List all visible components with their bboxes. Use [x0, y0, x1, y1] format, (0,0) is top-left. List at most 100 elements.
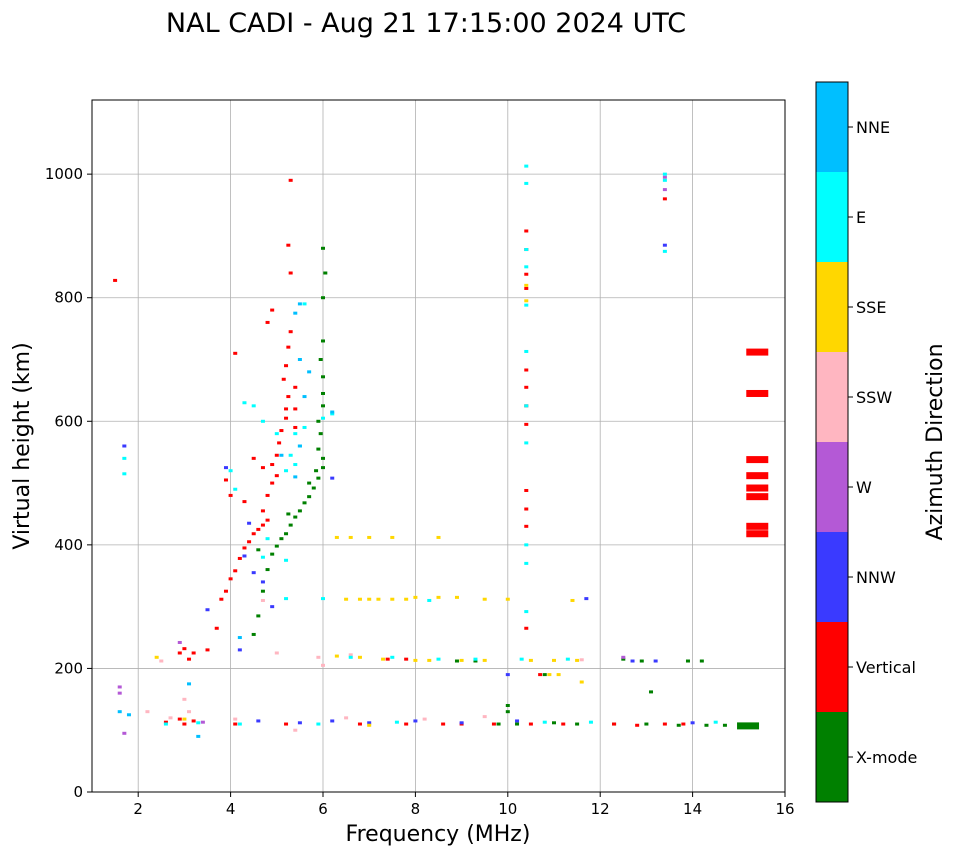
data-point-e — [302, 302, 307, 306]
data-point-e — [524, 349, 529, 353]
data-point-x-mode — [505, 710, 510, 714]
data-point-sse — [505, 597, 510, 601]
data-point-nnw — [330, 719, 335, 723]
data-point-x-mode — [307, 495, 312, 499]
chart-title: NAL CADI - Aug 21 17:15:00 2024 UTC — [166, 8, 686, 39]
data-point-vertical — [233, 722, 238, 726]
data-point-vertical — [260, 509, 265, 513]
data-point-vertical — [279, 429, 284, 433]
data-point-e — [436, 657, 441, 661]
y-tick-label: 400 — [54, 536, 83, 554]
data-point-ssw — [422, 717, 427, 721]
data-point-vertical — [404, 722, 409, 726]
data-point-x-mode — [515, 722, 520, 726]
data-point-nnw — [662, 243, 667, 247]
data-point-sse — [552, 658, 556, 662]
data-point-e — [524, 404, 529, 408]
data-point-x-mode — [321, 466, 325, 470]
data-point-x-mode — [552, 721, 556, 725]
data-point-x-mode — [297, 509, 302, 513]
data-point-nne — [117, 710, 122, 714]
data-point-x-mode — [316, 447, 321, 451]
data-point-nne — [196, 734, 201, 738]
data-point-vertical — [265, 493, 270, 497]
data-point-e — [321, 597, 325, 601]
data-point-vertical — [265, 320, 270, 324]
data-point-nne — [330, 410, 335, 414]
data-point-e — [260, 419, 265, 423]
data-point-ssw — [344, 716, 349, 720]
data-point-x-mode — [321, 246, 325, 250]
data-point-nne — [297, 444, 302, 448]
data-point-x-mode — [454, 659, 459, 663]
grid — [92, 100, 786, 793]
data-point-ssw — [293, 728, 298, 732]
data-point-e — [662, 178, 667, 182]
data-point-vertical — [286, 395, 291, 399]
data-point-e — [473, 657, 478, 661]
data-point-nnw — [459, 721, 464, 725]
data-point-vertical — [228, 577, 233, 581]
data-point-vertical — [251, 532, 256, 536]
data-point-sse — [344, 597, 349, 601]
data-point-nnw — [223, 466, 228, 470]
data-point-vertical — [524, 488, 529, 492]
data-point-e — [316, 722, 321, 726]
data-point-x-mode — [649, 690, 654, 694]
data-point-e — [524, 265, 529, 269]
data-point-e — [348, 655, 353, 659]
data-point-vertical — [746, 348, 769, 356]
data-point-vertical — [612, 722, 617, 726]
y-axis-ticks: 0 200 400 600 800 1000 — [45, 165, 92, 801]
data-point-vertical — [219, 597, 224, 601]
colorbar-label: Vertical — [856, 658, 916, 677]
data-point-x-mode — [316, 476, 321, 480]
data-point-e — [274, 432, 279, 436]
data-point-vertical — [191, 651, 196, 655]
data-point-vertical — [491, 722, 496, 726]
data-point-sse — [154, 655, 159, 659]
x-tick-label: 8 — [411, 800, 421, 818]
data-point-vertical — [284, 407, 289, 411]
data-point-x-mode — [316, 419, 321, 423]
data-point-vertical — [681, 722, 686, 726]
data-point-x-mode — [318, 358, 323, 361]
y-tick-label: 0 — [73, 783, 83, 801]
data-point-vertical — [528, 722, 533, 726]
data-point-vertical — [286, 243, 291, 247]
data-point-sse — [182, 717, 187, 721]
data-point-vertical — [286, 345, 291, 349]
data-point-vertical — [524, 422, 529, 426]
data-point-x-mode — [265, 568, 270, 572]
data-point-vertical — [293, 385, 298, 389]
data-point-e — [524, 441, 529, 445]
data-point-x-mode — [321, 391, 325, 395]
data-point-x-mode — [639, 659, 644, 663]
data-point-sse — [436, 535, 441, 539]
data-point-vertical — [746, 472, 769, 480]
data-point-sse — [367, 723, 372, 727]
data-point-vertical — [284, 416, 289, 420]
data-point-x-mode — [496, 722, 501, 726]
colorbar-segment — [816, 352, 848, 442]
data-point-sse — [524, 299, 529, 303]
y-tick-label: 1000 — [45, 165, 83, 183]
colorbar-label: X-mode — [856, 748, 917, 767]
data-point-x-mode — [302, 501, 307, 505]
data-point-w — [117, 691, 122, 695]
data-point-sse — [528, 658, 533, 662]
data-point-vertical — [284, 364, 289, 368]
data-point-vertical — [223, 478, 228, 482]
data-point-sse — [413, 658, 418, 662]
data-point-vertical — [260, 466, 265, 470]
data-point-sse — [436, 595, 441, 599]
data-point-sse — [482, 597, 487, 601]
data-point-x-mode — [644, 722, 649, 726]
data-point-nnw — [584, 597, 589, 601]
y-axis-label: Virtual height (km) — [10, 342, 35, 549]
data-point-nne — [307, 370, 312, 374]
data-point-vertical — [385, 657, 390, 661]
data-point-e — [265, 537, 270, 541]
data-point-nnw — [122, 444, 127, 448]
